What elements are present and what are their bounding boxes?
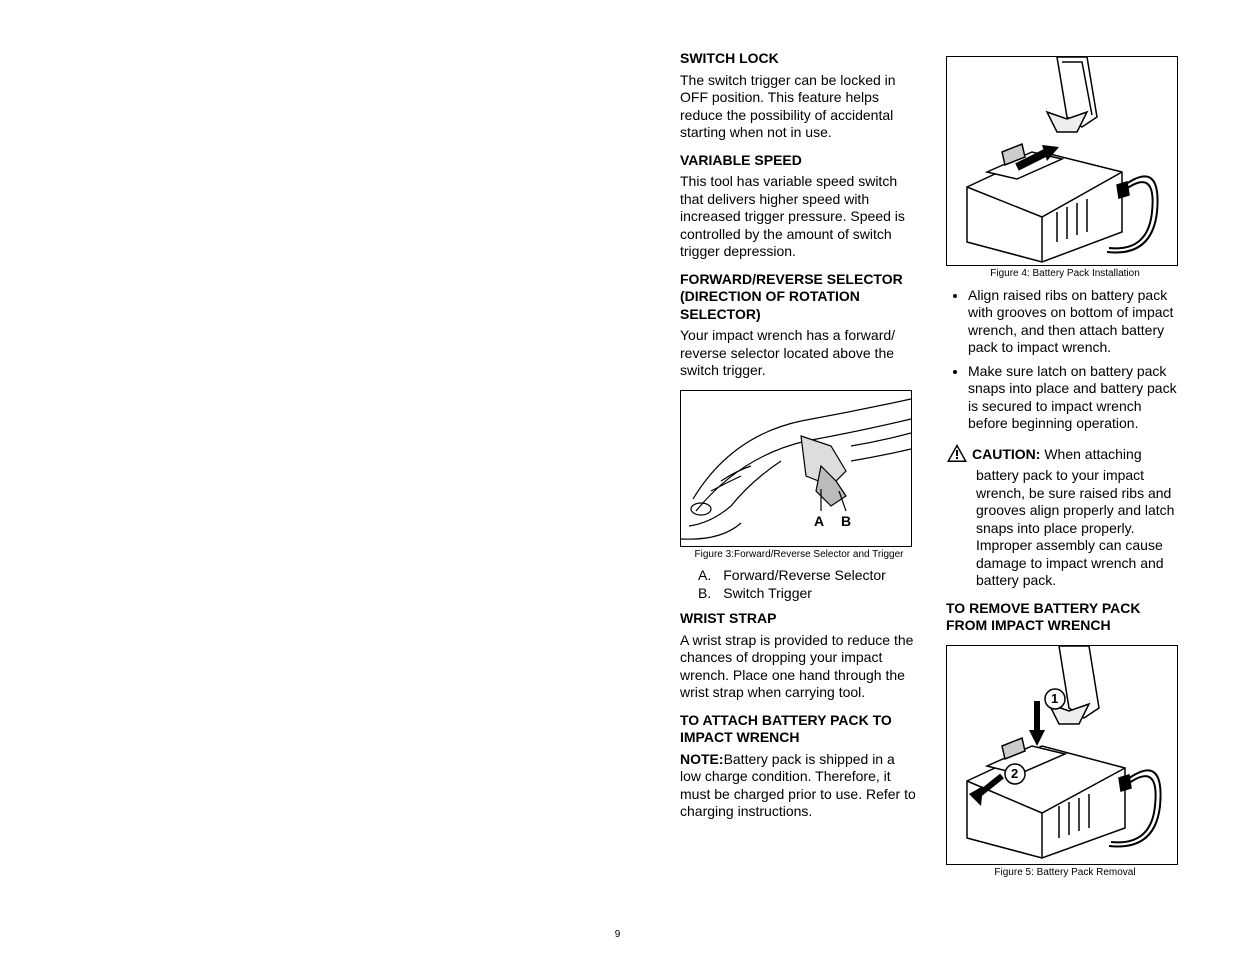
note-label: NOTE: <box>680 751 724 767</box>
figure-3-legend: A. Forward/Reverse Selector B. Switch Tr… <box>698 567 918 602</box>
heading-attach-battery: TO ATTACH BATTERY PACK TO IMPACT WRENCH <box>680 712 918 747</box>
body-switch-lock: The switch trigger can be locked in OFF … <box>680 72 918 142</box>
legend-b-letter: B. <box>698 585 711 603</box>
fig3-label-a: A <box>814 513 824 531</box>
body-fwd-rev: Your impact wrench has a forward/ revers… <box>680 327 918 380</box>
caution-lead: When attaching <box>1040 445 1141 461</box>
heading-fwd-rev: FORWARD/REVERSE SELECTOR (DIRECTION OF R… <box>680 271 918 324</box>
page-number: 9 <box>0 929 1235 940</box>
heading-switch-lock: SWITCH LOCK <box>680 50 918 68</box>
column-left: SWITCH LOCK The switch trigger can be lo… <box>680 50 918 885</box>
attach-bullet-1: Align raised ribs on battery pack with g… <box>968 287 1184 357</box>
legend-a-letter: A. <box>698 567 711 585</box>
heading-remove-battery: TO REMOVE BATTERY PACK FROM IMPACT WRENC… <box>946 600 1184 635</box>
figure-5-svg <box>947 646 1177 864</box>
attach-bullets: Align raised ribs on battery pack with g… <box>946 287 1184 433</box>
fig5-num-2: 2 <box>1011 766 1018 782</box>
legend-row-b: B. Switch Trigger <box>698 585 918 603</box>
caution-body: battery pack to your impact wrench, be s… <box>976 467 1184 590</box>
legend-row-a: A. Forward/Reverse Selector <box>698 567 918 585</box>
figure-5: 1 2 <box>946 645 1178 865</box>
manual-page: SWITCH LOCK The switch trigger can be lo… <box>680 50 1190 885</box>
figure-4 <box>946 56 1178 266</box>
figure-3: A B <box>680 390 912 547</box>
caution-label: CAUTION: <box>972 445 1040 461</box>
body-wrist-strap: A wrist strap is provided to reduce the … <box>680 632 918 702</box>
caution-block: CAUTION: When attaching battery pack to … <box>946 443 1184 590</box>
heading-variable-speed: VARIABLE SPEED <box>680 152 918 170</box>
figure-4-caption: Figure 4: Battery Pack Installation <box>946 268 1184 281</box>
heading-wrist-strap: WRIST STRAP <box>680 610 918 628</box>
attach-bullet-2: Make sure latch on battery pack snaps in… <box>968 363 1184 433</box>
body-variable-speed: This tool has variable speed switch that… <box>680 173 918 261</box>
figure-3-caption: Figure 3:Forward/Reverse Selector and Tr… <box>680 549 918 562</box>
note-attach-battery: NOTE:Battery pack is shipped in a low ch… <box>680 751 918 821</box>
column-right: Figure 4: Battery Pack Installation Alig… <box>946 50 1184 885</box>
fig3-label-b: B <box>841 513 851 531</box>
fig5-num-1: 1 <box>1051 691 1058 707</box>
warning-icon <box>946 443 968 468</box>
figure-4-svg <box>947 57 1177 265</box>
figure-5-caption: Figure 5: Battery Pack Removal <box>946 867 1184 880</box>
legend-a-text: Forward/Reverse Selector <box>723 567 886 585</box>
figure-3-svg <box>681 391 911 546</box>
legend-b-text: Switch Trigger <box>723 585 812 603</box>
